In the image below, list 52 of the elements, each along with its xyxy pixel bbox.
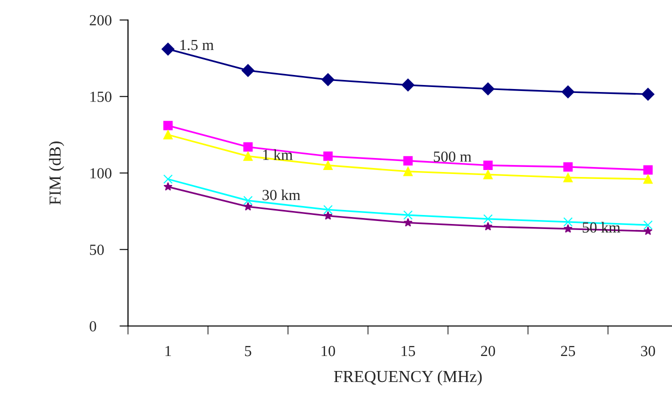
point (403, 156, 413, 166)
point (563, 162, 573, 172)
point (403, 166, 413, 176)
point (642, 88, 654, 101)
point (402, 78, 414, 92)
point (644, 226, 652, 236)
point (323, 151, 333, 161)
point (483, 160, 493, 170)
y-tick-label: 50 (90, 244, 104, 255)
point (322, 73, 334, 86)
y-tick-label: 150 (90, 92, 112, 102)
point (164, 182, 172, 191)
point (643, 220, 653, 230)
point (243, 142, 253, 152)
point (323, 160, 333, 170)
point (323, 205, 333, 214)
point (324, 211, 332, 220)
series-label: 1.5 m (180, 40, 214, 50)
series-label: 30 km (262, 189, 300, 200)
point (564, 224, 572, 233)
x-tick-label: 10 (322, 346, 336, 356)
point (563, 217, 573, 227)
x-tick-label: 30 (641, 346, 656, 356)
x-tick-label: 1 (166, 346, 171, 356)
x-tick-label: 20 (481, 346, 496, 356)
point (403, 210, 413, 220)
point (484, 222, 492, 230)
point (482, 82, 494, 96)
series-label: 500 m (434, 151, 472, 162)
point (163, 130, 173, 140)
point (483, 170, 493, 180)
point (163, 120, 173, 130)
point (562, 85, 574, 98)
point (563, 172, 573, 182)
point (404, 218, 412, 227)
point (483, 214, 493, 224)
point (643, 165, 653, 175)
x-tick-label: 25 (561, 346, 576, 356)
y-tick-label: 0 (90, 321, 96, 332)
point (242, 64, 254, 77)
x-tick-label: 15 (402, 346, 416, 356)
point (163, 174, 173, 184)
y-tick-label: 100 (90, 168, 112, 178)
point (243, 196, 253, 206)
point (162, 42, 174, 56)
x-axis-title: FREQUENCY (MHz) (334, 370, 482, 386)
point (643, 174, 653, 184)
y-tick-label: 200 (90, 15, 112, 26)
point (244, 202, 252, 211)
x-tick-label: 5 (245, 346, 252, 356)
y-axis-title: FIM (dB) (48, 142, 64, 205)
point (243, 151, 253, 161)
